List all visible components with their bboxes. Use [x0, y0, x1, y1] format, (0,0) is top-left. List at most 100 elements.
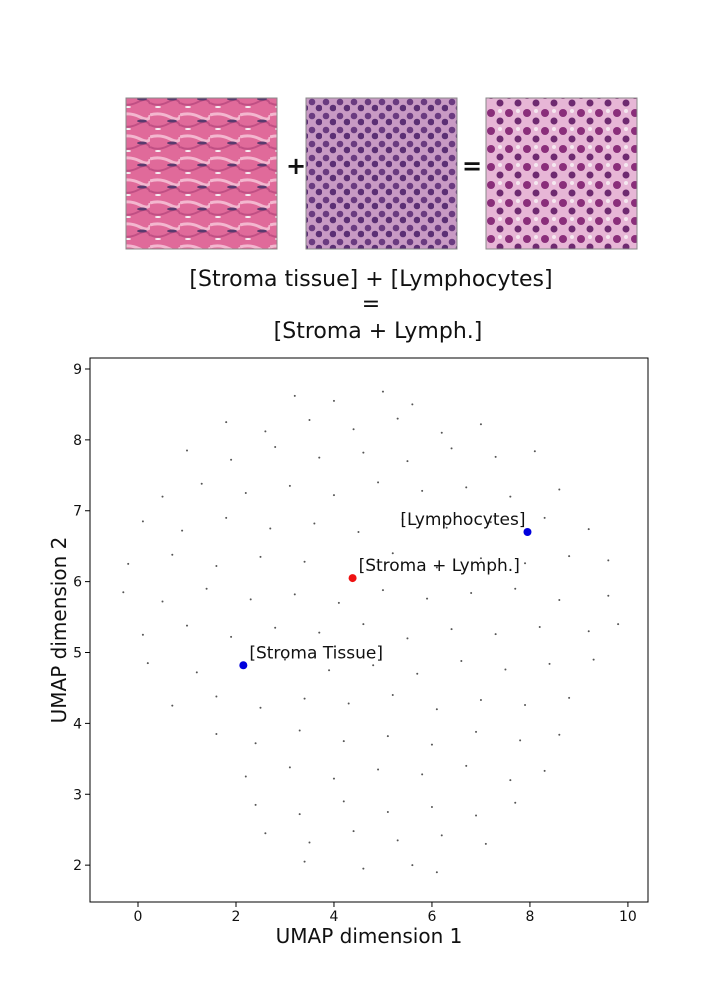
point: [328, 669, 331, 672]
point: [401, 518, 404, 521]
point: [381, 589, 384, 592]
x-tick-label: 4: [330, 909, 339, 925]
point: [259, 555, 262, 558]
point: [514, 587, 517, 590]
plot: 0 2 4 6 8 10 2 3 4 5 6 7 8 9 [Stroma Tissue] [Lymphocyt…: [73, 362, 637, 925]
point: [479, 698, 482, 701]
point: [607, 559, 610, 562]
point: [303, 697, 306, 700]
point: [161, 495, 164, 498]
point: [308, 419, 311, 422]
point: [337, 601, 340, 604]
point: [146, 662, 149, 665]
x-tick-label: 2: [232, 909, 241, 925]
point: [587, 630, 590, 633]
point: [465, 486, 468, 489]
x-tick-label: 10: [619, 909, 637, 925]
point: [607, 594, 610, 597]
point: [440, 834, 443, 837]
lymph-tile: [305, 97, 458, 250]
point: [435, 708, 438, 711]
point: [303, 560, 306, 563]
point: [440, 431, 443, 434]
point: [264, 832, 267, 835]
point: [617, 623, 620, 626]
point: [161, 600, 164, 603]
point: [430, 806, 433, 809]
point: [230, 458, 233, 461]
point: [254, 742, 257, 745]
point: [308, 841, 311, 844]
point: [538, 625, 541, 628]
point: [587, 528, 590, 531]
point: [293, 394, 296, 397]
point: [386, 810, 389, 813]
point: [479, 423, 482, 426]
point: [205, 587, 208, 590]
y-tick-label: 2: [73, 858, 82, 874]
point: [171, 704, 174, 707]
y-tick-label: 9: [73, 362, 82, 378]
point: [195, 671, 198, 674]
point: [470, 591, 473, 594]
y-axis-label: UMAP dimension 2: [47, 537, 71, 724]
y-tick-label: 5: [73, 646, 82, 662]
point: [141, 520, 144, 523]
point: [421, 773, 424, 776]
point: [475, 814, 478, 817]
point: [509, 779, 512, 782]
x-tick-label: 8: [525, 909, 534, 925]
equals: =: [462, 152, 482, 180]
highlight-point: [523, 528, 532, 537]
point: [352, 830, 355, 833]
point: [381, 390, 384, 393]
point: [362, 867, 365, 870]
x-tick-label: 6: [427, 909, 436, 925]
point: [426, 597, 429, 600]
point: [215, 565, 218, 568]
point: [274, 445, 277, 448]
annotation: [Stroma Tissue]: [249, 643, 383, 663]
point: [494, 633, 497, 636]
point: [558, 488, 561, 491]
point: [127, 562, 130, 565]
highlight-point: [239, 661, 248, 670]
point: [396, 417, 399, 420]
point: [362, 623, 365, 626]
point: [269, 527, 272, 530]
point: [406, 637, 409, 640]
point: [543, 516, 546, 519]
point: [288, 484, 291, 487]
point: [377, 481, 380, 484]
mix-tile: [485, 97, 638, 250]
y-tick-label: 8: [73, 433, 82, 449]
point: [259, 706, 262, 709]
point: [524, 703, 527, 706]
annotation: [Lymphocytes]: [400, 510, 525, 530]
point: [352, 428, 355, 431]
point: [391, 694, 394, 697]
point: [568, 696, 571, 699]
point: [342, 800, 345, 803]
point: [416, 672, 419, 675]
annotation: [Stroma + Lymph.]: [359, 556, 520, 576]
point: [509, 495, 512, 498]
point: [225, 421, 228, 424]
point: [186, 449, 189, 452]
point: [122, 591, 125, 594]
point: [406, 460, 409, 463]
point: [244, 492, 247, 495]
point: [504, 668, 507, 671]
point: [181, 529, 184, 532]
point: [372, 664, 375, 667]
point: [435, 871, 438, 874]
point: [303, 860, 306, 863]
point: [558, 733, 561, 736]
point: [411, 864, 414, 867]
point: [430, 743, 433, 746]
point: [479, 557, 482, 560]
axes-frame: [89, 357, 649, 903]
point: [288, 766, 291, 769]
point: [484, 842, 487, 845]
